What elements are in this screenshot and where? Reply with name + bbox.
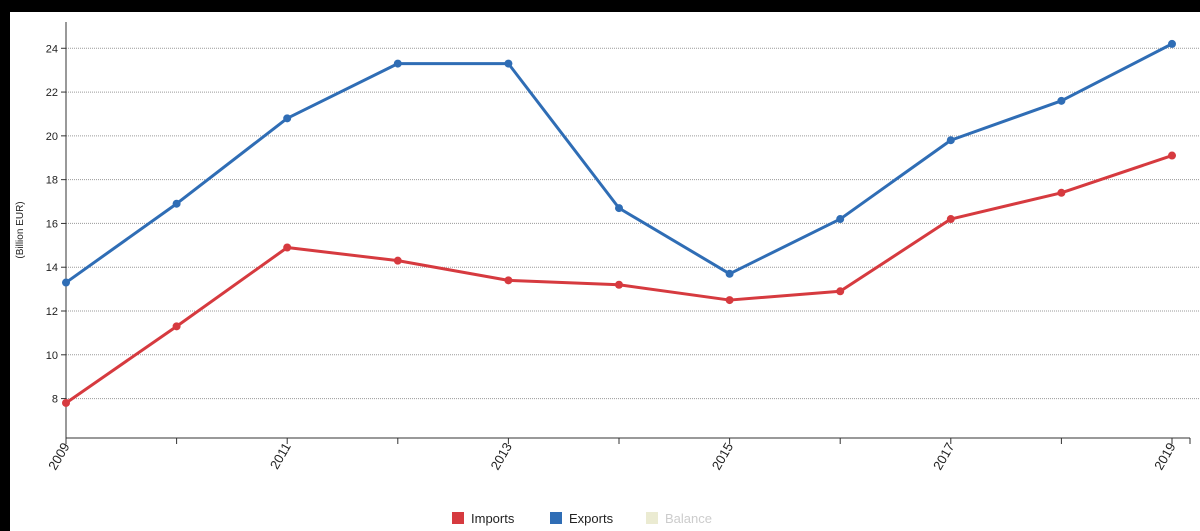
axes (65, 22, 1190, 439)
y-tick-label: 24 (46, 43, 58, 55)
y-tick-label: 20 (46, 131, 58, 143)
legend: Imports Exports Balance (452, 511, 712, 526)
legend-label: Exports (569, 511, 614, 526)
imports-point[interactable] (836, 287, 845, 296)
imports-point[interactable] (615, 280, 623, 289)
imports-point[interactable] (1168, 151, 1176, 160)
legend-swatch (452, 512, 464, 524)
legend-label: Balance (665, 511, 712, 526)
exports-point[interactable] (283, 114, 292, 123)
y-tick-label: 16 (46, 218, 58, 230)
imports-point[interactable] (504, 276, 513, 285)
legend-item-balance[interactable]: Balance (646, 511, 712, 526)
imports-point[interactable] (393, 256, 402, 265)
exports-point[interactable] (946, 136, 955, 145)
y-tick-label: 8 (52, 394, 58, 406)
gridlines (66, 47, 1200, 400)
imports-point[interactable] (62, 398, 70, 407)
x-axis-ticks: 2009 2011 2013 2015 2017 2019 (45, 438, 1191, 473)
y-tick-label: 10 (46, 350, 58, 362)
imports-point[interactable] (1057, 188, 1066, 197)
exports-point[interactable] (836, 215, 845, 224)
exports-point[interactable] (62, 278, 70, 287)
exports-point[interactable] (615, 204, 623, 213)
imports-point[interactable] (172, 322, 181, 331)
x-tick-label: 2015 (709, 440, 736, 473)
legend-swatch (646, 512, 658, 524)
legend-item-imports[interactable]: Imports (452, 511, 515, 526)
exports-point[interactable] (1057, 96, 1066, 105)
legend-swatch (550, 512, 562, 524)
chart-frame: 8 10 12 14 16 18 20 22 24 2009 2011 2013 2015 2017 20… (10, 12, 1200, 531)
legend-label: Imports (471, 511, 515, 526)
imports-point[interactable] (283, 243, 292, 252)
legend-item-exports[interactable]: Exports (550, 511, 614, 526)
y-axis-ticks: 8 10 12 14 16 18 20 22 24 (46, 43, 66, 406)
exports-point[interactable] (1168, 39, 1176, 48)
x-tick-label: 2011 (267, 440, 294, 472)
exports-line (65, 42, 1173, 284)
imports-point[interactable] (725, 296, 734, 305)
exports-point[interactable] (725, 269, 734, 278)
y-tick-label: 14 (46, 262, 58, 274)
y-tick-label: 22 (46, 87, 58, 99)
x-tick-label: 2009 (45, 440, 72, 473)
series-layer (62, 39, 1176, 407)
x-tick-label: 2017 (930, 440, 957, 473)
exports-point[interactable] (172, 199, 181, 208)
y-tick-label: 12 (46, 306, 58, 318)
x-tick-label: 2019 (1151, 440, 1178, 473)
y-axis-title: (Billion EUR) (15, 201, 26, 258)
x-tick-label: 2013 (488, 440, 515, 473)
exports-point[interactable] (504, 59, 513, 68)
imports-line (65, 154, 1173, 405)
exports-point[interactable] (393, 59, 402, 68)
y-tick-label: 18 (46, 175, 58, 187)
imports-point[interactable] (946, 215, 955, 224)
